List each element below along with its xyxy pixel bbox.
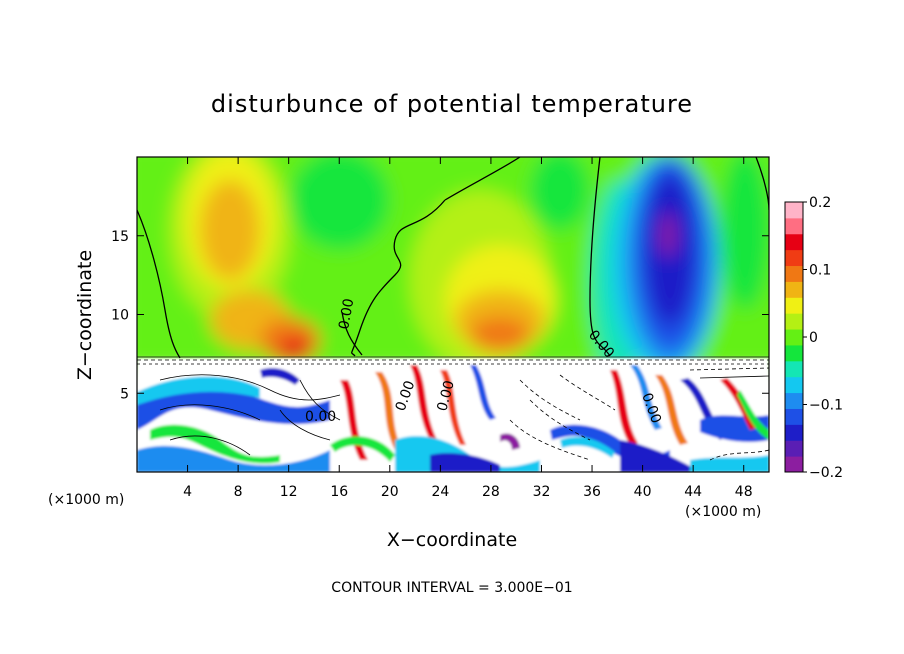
x-tick-label: 4 [183,484,192,500]
colorbar-tick-label: −0.1 [809,398,843,414]
colorbar-tick-label: 0.1 [809,263,831,279]
colorbar-swatch [785,424,803,441]
colorbar-swatch [785,281,803,298]
y-tick-label: 15 [111,229,129,245]
y-tick-label: 10 [111,308,129,324]
colorbar-swatch [785,265,803,282]
colorbar-swatch [785,344,803,362]
colorbar-swatch [785,217,803,235]
colorbar-swatch [785,440,803,457]
y-ticks: 5 10 15 [111,229,769,402]
x-tick-label: 32 [533,484,551,500]
colorbar-swatch [785,376,803,394]
colorbar-swatch [785,408,803,425]
colorbar-swatch [785,313,803,330]
contour-label-3: 0.00 [305,409,336,425]
x-tick-label: 16 [330,484,348,500]
colorbar-swatch [785,233,803,251]
contour-interval-note: CONTOUR INTERVAL = 3.000E−01 [331,580,572,596]
chart-title: disturbunce of potential temperature [211,90,693,118]
x-tick-label: 28 [482,484,500,500]
x-tick-label: 8 [234,484,243,500]
colorbar-swatch [785,360,803,378]
colorbar-swatch [785,297,803,314]
colorbar-swatch [785,392,803,409]
x-tick-label: 24 [431,484,449,500]
x-axis-label: X−coordinate [387,529,517,551]
x-tick-label: 48 [735,484,753,500]
colorbar-tick-label: −0.2 [809,465,843,481]
y-axis-label: Z−coordinate [74,250,96,380]
colorbar-tick-label: 0.2 [809,195,831,211]
x-tick-label: 36 [583,484,601,500]
x-tick-label: 40 [634,484,652,500]
contour-label-5: 0.00 [434,379,458,413]
x-unit-left: (×1000 m) [48,492,124,508]
plot-field: 0.00 0.00 0.00 0.00 0.00 0.00 [137,157,769,472]
colorbar-swatch [785,329,803,346]
x-unit-right: (×1000 m) [685,504,761,520]
x-tick-label: 20 [381,484,399,500]
colorbar-tick-label: 0 [809,330,818,346]
x-ticks: 4 8 12 16 20 24 28 32 36 40 44 48 [183,157,753,500]
contour-label-1: 0.00 [336,297,357,330]
colorbar-swatch [785,456,803,473]
x-tick-label: 12 [280,484,298,500]
x-tick-label: 44 [684,484,702,500]
colorbar-swatch [785,249,803,267]
y-tick-label: 5 [120,386,129,402]
colorbar-swatch [785,202,803,219]
colorbar: 0.2 0.1 0 −0.1 −0.2 [784,195,843,481]
